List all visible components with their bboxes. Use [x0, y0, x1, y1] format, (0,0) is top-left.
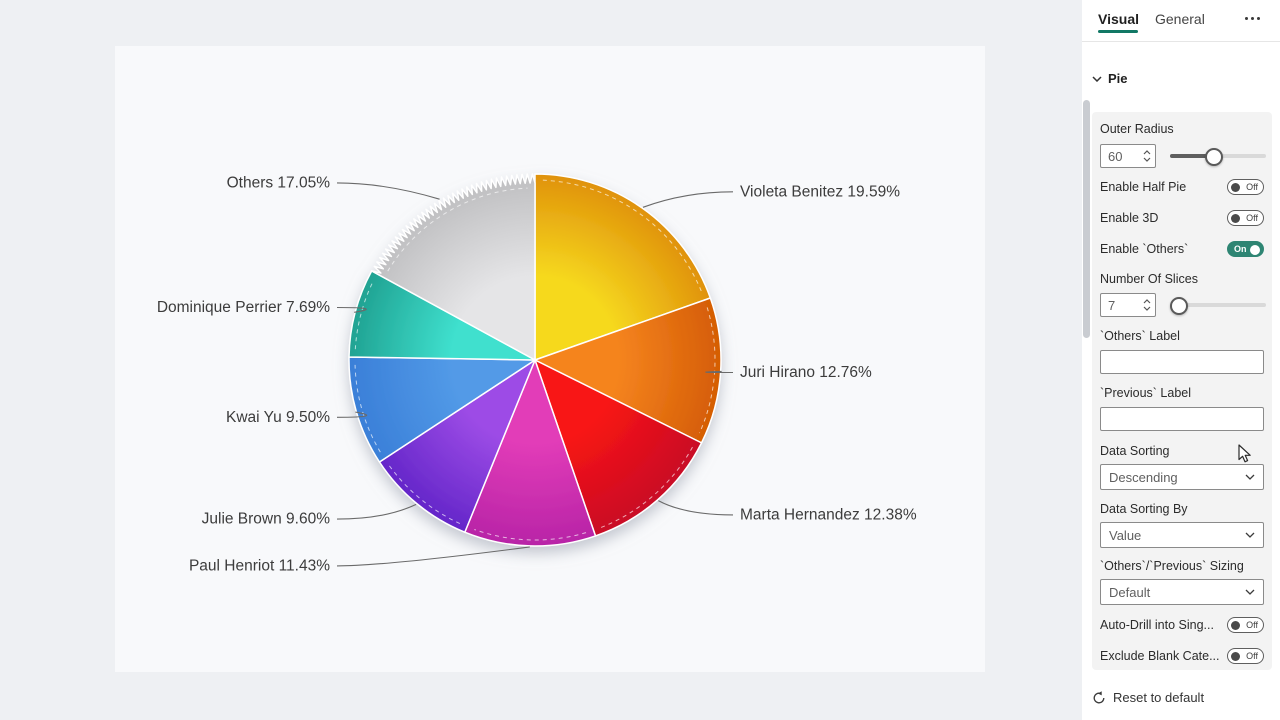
slider-thumb[interactable]: [1170, 297, 1188, 315]
format-panel: Visual General Pie Outer Radius Enable H…: [1082, 0, 1280, 720]
reset-icon: [1093, 690, 1105, 703]
scrollbar-thumb[interactable]: [1083, 100, 1090, 338]
pie-slice-marta-hernandez[interactable]: [534, 359, 703, 537]
exclude-blank-toggle[interactable]: Off: [1227, 648, 1264, 664]
section-pie-header[interactable]: Pie: [1092, 71, 1128, 86]
exclude-blank-label: Exclude Blank Cate...: [1100, 649, 1220, 663]
number-of-slices-label: Number Of Slices: [1100, 272, 1198, 286]
pie-label: Julie Brown 9.60%: [202, 511, 331, 528]
chevron-down-icon: [1092, 75, 1102, 82]
data-sorting-dropdown[interactable]: Descending: [1100, 464, 1264, 490]
pie-label: Kwai Yu 9.50%: [226, 409, 330, 426]
spinner-arrows-icon[interactable]: [1141, 144, 1153, 168]
pie-slice-violeta-benitez[interactable]: [534, 173, 712, 361]
pie-chart[interactable]: Violeta Benitez 19.59% Juri Hirano 12.76%…: [115, 46, 985, 672]
others-previous-sizing-dropdown[interactable]: Default: [1100, 579, 1264, 605]
tab-general[interactable]: General: [1155, 11, 1205, 27]
section-title: Pie: [1108, 71, 1128, 86]
pie-label: Violeta Benitez 19.59%: [740, 183, 900, 200]
pie-slice-others[interactable]: [370, 173, 536, 361]
mouse-cursor: [1238, 444, 1251, 463]
tab-visual[interactable]: Visual: [1098, 11, 1139, 27]
pie-label: Juri Hirano 12.76%: [740, 364, 872, 381]
more-options-icon[interactable]: [1245, 17, 1260, 20]
chevron-down-icon: [1245, 474, 1255, 480]
enable-3d-toggle[interactable]: Off: [1227, 210, 1264, 226]
data-sorting-by-label: Data Sorting By: [1100, 502, 1188, 516]
enable-others-label: Enable `Others`: [1100, 242, 1189, 256]
number-of-slices-slider[interactable]: [1170, 297, 1266, 315]
settings-card: Outer Radius Enable Half Pie Off Enable …: [1092, 112, 1272, 670]
chevron-down-icon: [1245, 589, 1255, 595]
spinner-arrows-icon[interactable]: [1141, 293, 1153, 317]
data-sorting-by-dropdown[interactable]: Value: [1100, 522, 1264, 548]
outer-radius-slider[interactable]: [1170, 148, 1266, 166]
pie-label: Others 17.05%: [227, 174, 331, 191]
pie-label: Dominique Perrier 7.69%: [157, 299, 330, 316]
pie-slice-paul-henriot[interactable]: [464, 359, 597, 547]
enable-others-toggle[interactable]: On: [1227, 241, 1264, 257]
others-previous-sizing-label: `Others`/`Previous` Sizing: [1100, 559, 1244, 573]
auto-drill-toggle[interactable]: Off: [1227, 617, 1264, 633]
pie-label: Paul Henriot 11.43%: [189, 557, 330, 574]
enable-3d-label: Enable 3D: [1100, 211, 1159, 225]
pie-label: Marta Hernandez 12.38%: [740, 506, 917, 523]
reset-to-default-button[interactable]: Reset to default: [1092, 690, 1204, 705]
previous-label-input[interactable]: [1100, 407, 1264, 431]
previous-label-label: `Previous` Label: [1100, 386, 1192, 400]
others-label-label: `Others` Label: [1100, 329, 1180, 343]
enable-half-pie-toggle[interactable]: Off: [1227, 179, 1264, 195]
chevron-down-icon: [1245, 532, 1255, 538]
enable-half-pie-label: Enable Half Pie: [1100, 180, 1187, 194]
outer-radius-label: Outer Radius: [1100, 122, 1174, 136]
pie-slice-julie-brown[interactable]: [378, 359, 536, 533]
slider-thumb[interactable]: [1205, 148, 1224, 166]
number-of-slices-input[interactable]: [1100, 293, 1156, 317]
others-label-input[interactable]: [1100, 350, 1264, 374]
data-sorting-label: Data Sorting: [1100, 444, 1170, 458]
active-tab-underline: [1098, 30, 1138, 33]
outer-radius-input[interactable]: [1100, 144, 1156, 168]
auto-drill-label: Auto-Drill into Sing...: [1100, 618, 1214, 632]
panel-divider: [1082, 41, 1280, 42]
